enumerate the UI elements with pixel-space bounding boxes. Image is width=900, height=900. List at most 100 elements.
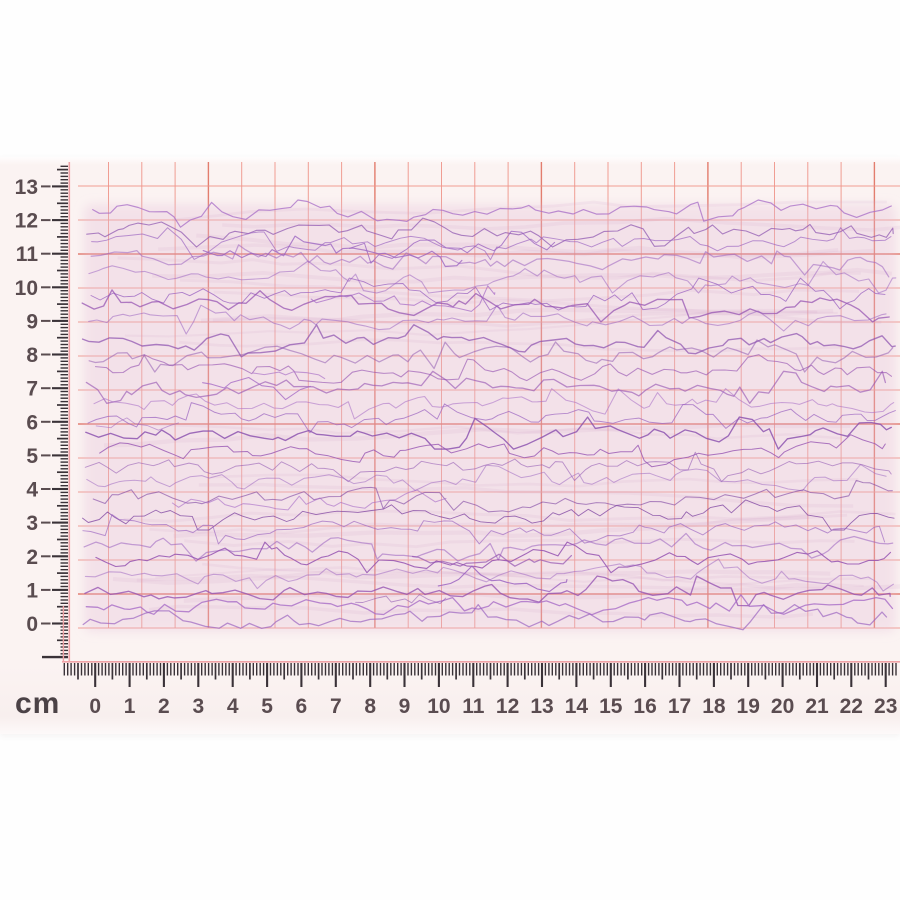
horizontal-ruler-number: 23 xyxy=(874,695,897,718)
trace-line xyxy=(88,260,897,294)
trace-line xyxy=(84,575,891,607)
fiber-streak xyxy=(202,562,871,582)
trace-line xyxy=(81,289,890,323)
vertical-ruler-number: 6 xyxy=(26,411,38,434)
fiber-streak xyxy=(196,233,874,260)
horizontal-ruler-number: 17 xyxy=(668,695,691,718)
horizontal-ruler-number: 1 xyxy=(124,695,136,718)
fiber-streak xyxy=(152,267,893,284)
trace-line xyxy=(99,434,886,468)
trace-line xyxy=(95,417,179,431)
horizontal-ruler: 0 1 2 3 4 5 6 7 8 9 10 11 12 13 14 15 16 17 18 19 20 21 22 23 c… xyxy=(15,606,900,720)
fiber-streak xyxy=(148,604,814,619)
trace-line xyxy=(88,339,894,373)
horizontal-ruler-number: 12 xyxy=(496,695,519,718)
specimen-fiber-texture xyxy=(103,200,900,619)
horizontal-ruler-number: 21 xyxy=(805,695,829,718)
trace-line xyxy=(355,594,447,604)
vertical-ruler-number: 7 xyxy=(26,378,38,401)
horizontal-ruler-number: 6 xyxy=(296,695,308,718)
vertical-ruler-number: 8 xyxy=(26,344,38,367)
fiber-streak xyxy=(200,307,834,323)
trace-line xyxy=(202,235,463,268)
trace-line xyxy=(82,514,886,545)
trace-line xyxy=(83,532,894,562)
fiber-streak xyxy=(179,278,860,303)
vertical-ruler-number: 10 xyxy=(15,277,38,300)
trace-line xyxy=(81,324,896,358)
vertical-ruler-number: 5 xyxy=(26,445,38,468)
trace-line xyxy=(411,553,573,567)
trace-line xyxy=(82,603,888,631)
horizontal-ruler-number: 20 xyxy=(771,695,794,718)
vertical-ruler-number: 11 xyxy=(16,243,39,266)
horizontal-ruler-ticks xyxy=(62,606,900,687)
vertical-ruler-ticks xyxy=(42,162,71,662)
horizontal-ruler-number: 4 xyxy=(227,695,239,718)
vertical-ruler-number: 12 xyxy=(15,210,38,233)
trace-line xyxy=(202,376,312,401)
trace-line xyxy=(92,479,893,513)
trace-line xyxy=(94,354,893,384)
horizontal-ruler-number: 13 xyxy=(530,695,553,718)
horizontal-ruler-number: 16 xyxy=(633,695,656,718)
trace-line xyxy=(95,541,892,574)
vertical-ruler-number: 3 xyxy=(26,512,38,535)
trace-line xyxy=(91,227,892,261)
trace-line xyxy=(92,199,892,228)
vertical-ruler-number: 4 xyxy=(26,479,38,502)
horizontal-ruler-number: 7 xyxy=(330,695,342,718)
vertical-ruler-number: 2 xyxy=(26,546,38,569)
trace-line xyxy=(88,304,887,335)
horizontal-ruler-number: 2 xyxy=(158,695,170,718)
vertical-ruler-number: 9 xyxy=(26,310,38,333)
trace-line xyxy=(84,451,892,483)
horizontal-ruler-number: 15 xyxy=(599,695,623,718)
vertical-ruler-number: 0 xyxy=(26,613,38,636)
trace-line xyxy=(85,416,892,450)
vertical-ruler-number: 1 xyxy=(26,579,38,602)
trace-line xyxy=(252,371,326,380)
fiber-streak xyxy=(173,514,810,539)
trace-line xyxy=(90,244,890,278)
horizontal-ruler-number: 14 xyxy=(565,695,589,718)
trace-line xyxy=(310,285,496,312)
cm-unit-label: cm xyxy=(15,687,60,720)
trace-line xyxy=(87,402,896,434)
trace-line xyxy=(82,499,895,531)
trace-line xyxy=(85,370,887,404)
horizontal-ruler-number: 0 xyxy=(89,695,101,718)
trace-line xyxy=(86,463,887,492)
fiber-streak xyxy=(198,482,854,508)
trace-line xyxy=(86,217,894,248)
horizontal-ruler-number: 3 xyxy=(192,695,204,718)
fiber-streak xyxy=(117,256,861,283)
fiber-streak xyxy=(155,568,864,588)
trace-line xyxy=(84,558,894,592)
horizontal-ruler-number: 11 xyxy=(462,695,485,718)
fiber-streak xyxy=(149,510,896,535)
fiber-streak xyxy=(184,537,855,549)
trace-line xyxy=(349,230,556,264)
horizontal-ruler-number: 8 xyxy=(364,695,376,718)
horizontal-ruler-number: 10 xyxy=(427,695,450,718)
fiber-streak xyxy=(213,290,818,314)
vertical-ruler-number: 13 xyxy=(15,176,38,199)
horizontal-ruler-number: 22 xyxy=(840,695,863,718)
horizontal-ruler-number: 9 xyxy=(399,695,411,718)
trace-line xyxy=(93,388,895,420)
fiber-streak xyxy=(123,509,848,523)
specimen-fiber-traces xyxy=(81,199,897,631)
fiber-streak xyxy=(222,216,900,232)
fiber-streak xyxy=(212,311,882,328)
horizontal-ruler-number: 5 xyxy=(261,695,273,718)
trace-line xyxy=(437,565,568,593)
fiber-streak xyxy=(153,423,842,440)
horizontal-ruler-number: 19 xyxy=(737,695,760,718)
fiber-streak xyxy=(112,569,831,585)
horizontal-ruler-number: 18 xyxy=(702,695,726,718)
